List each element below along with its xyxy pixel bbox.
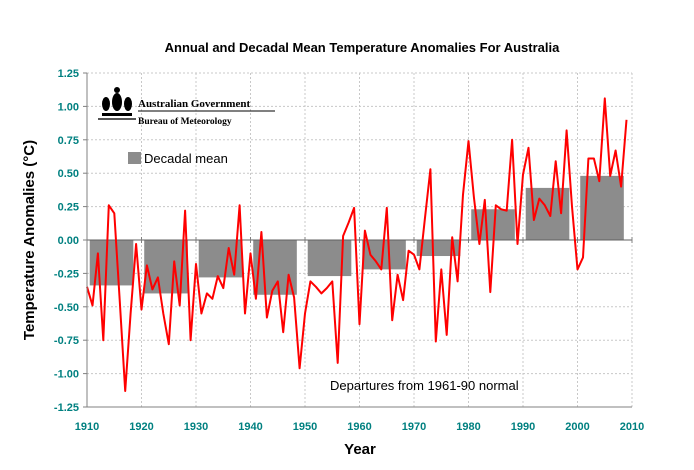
x-tick-labels: 1910 1920 1930 1940 1950 1960 1970 1980 1990 2000… [75, 421, 644, 433]
chart-title: Annual and Decadal Mean Temperature Anom… [165, 40, 560, 55]
x-tick-label: 1980 [456, 421, 480, 433]
y-tick-label: -0.50 [54, 302, 79, 314]
x-tick-label: 1990 [511, 421, 535, 433]
x-tick-label: 1930 [184, 421, 208, 433]
decadal-bar [416, 240, 461, 257]
axes [83, 72, 633, 408]
x-axis-label: Year [344, 441, 376, 458]
x-tick-label: 1960 [347, 421, 371, 433]
decadal-bar [307, 240, 352, 277]
x-tick-label: 2000 [565, 421, 589, 433]
y-tick-labels: 1.25 1.00 0.75 0.50 0.25 0.00 -0.25 -0.50 -0.75 -… [54, 68, 79, 414]
x-tick-label: 1950 [293, 421, 317, 433]
y-tick-label: 1.00 [58, 101, 79, 113]
x-tick-label: 2010 [620, 421, 644, 433]
y-tick-label: -0.75 [54, 335, 79, 347]
y-tick-label: -1.00 [54, 369, 79, 381]
y-tick-label: 0.50 [58, 168, 79, 180]
x-tick-label: 1940 [238, 421, 262, 433]
legend-swatch-decadal [128, 152, 141, 164]
y-tick-label: -1.25 [54, 402, 79, 414]
coat-of-arms-icon [98, 87, 136, 120]
annotation: Departures from 1961-90 normal [330, 378, 519, 393]
y-tick-label: 0.00 [58, 235, 79, 247]
x-tick-label: 1910 [75, 421, 99, 433]
bom-logo: Australian Government Bureau of Meteorol… [98, 87, 275, 127]
y-tick-label: 0.75 [58, 135, 79, 147]
y-axis-label: Temperature Anomalies (°C) [21, 140, 38, 340]
y-tick-label: -0.25 [54, 268, 79, 280]
y-tick-label: 1.25 [58, 68, 79, 80]
x-tick-label: 1920 [129, 421, 153, 433]
logo-line1: Australian Government [138, 98, 250, 110]
legend-label-decadal: Decadal mean [144, 151, 228, 166]
annual-series-line [86, 97, 628, 392]
x-tick-label: 1970 [402, 421, 426, 433]
logo-line2: Bureau of Meteorology [138, 117, 232, 127]
y-tick-label: 0.25 [58, 202, 79, 214]
